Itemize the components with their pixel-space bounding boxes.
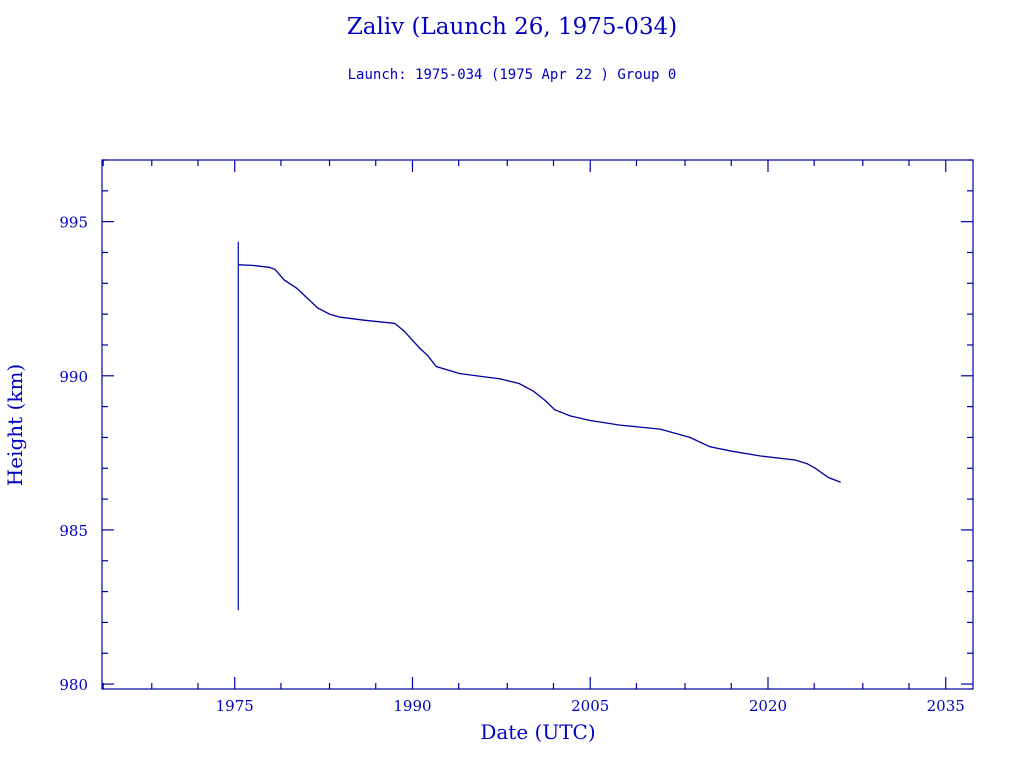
data-point	[544, 399, 546, 402]
data-point	[731, 450, 734, 452]
y-tick-label: 990	[59, 368, 88, 386]
y-tick-label: 985	[59, 522, 88, 540]
data-point	[499, 378, 501, 380]
data-point	[418, 347, 421, 349]
y-tick-label: 995	[59, 214, 88, 232]
y-tick-label: 980	[59, 676, 88, 694]
data-point	[589, 419, 591, 422]
data-point	[619, 424, 621, 426]
data-point	[268, 266, 270, 268]
x-tick-label: 1975	[216, 697, 254, 715]
data-point	[554, 409, 556, 411]
data-point	[403, 330, 405, 332]
y-axis-label: Height (km)	[3, 364, 27, 486]
data-point	[459, 373, 461, 375]
data-point	[251, 264, 254, 267]
data-point	[274, 268, 276, 271]
data-point	[435, 365, 437, 368]
plot-frame	[101, 159, 974, 690]
data-point	[827, 476, 830, 479]
x-tick-label: 2020	[749, 697, 787, 715]
data-point	[411, 339, 414, 341]
data-point	[794, 459, 796, 461]
data-point	[328, 313, 331, 315]
data-point	[709, 446, 711, 448]
chart-title: Zaliv (Launch 26, 1975-034)	[346, 14, 678, 40]
data-point	[364, 319, 366, 321]
data-point	[806, 463, 808, 465]
data-point	[304, 295, 306, 297]
data-point	[532, 390, 534, 392]
chart-subtitle: Launch: 1975-034 (1975 Apr 22 ) Group 0	[347, 67, 677, 83]
data-point	[394, 322, 396, 324]
data-point	[339, 316, 341, 318]
height-series-line	[238, 264, 841, 483]
x-tick-label: 2005	[571, 697, 609, 715]
data-point	[427, 355, 429, 357]
data-point	[759, 455, 761, 457]
data-point	[295, 287, 297, 289]
data-point	[839, 481, 841, 483]
data-point	[659, 428, 661, 430]
data-point	[689, 436, 691, 439]
data-point	[283, 279, 286, 281]
x-tick-label: 2035	[927, 697, 965, 715]
data-point	[814, 467, 816, 469]
data-point	[518, 382, 520, 385]
x-tick-label: 1990	[393, 697, 431, 715]
x-axis-label: Date (UTC)	[480, 720, 595, 744]
data-point	[317, 307, 319, 309]
data-point	[237, 264, 239, 266]
data-point	[569, 415, 571, 417]
